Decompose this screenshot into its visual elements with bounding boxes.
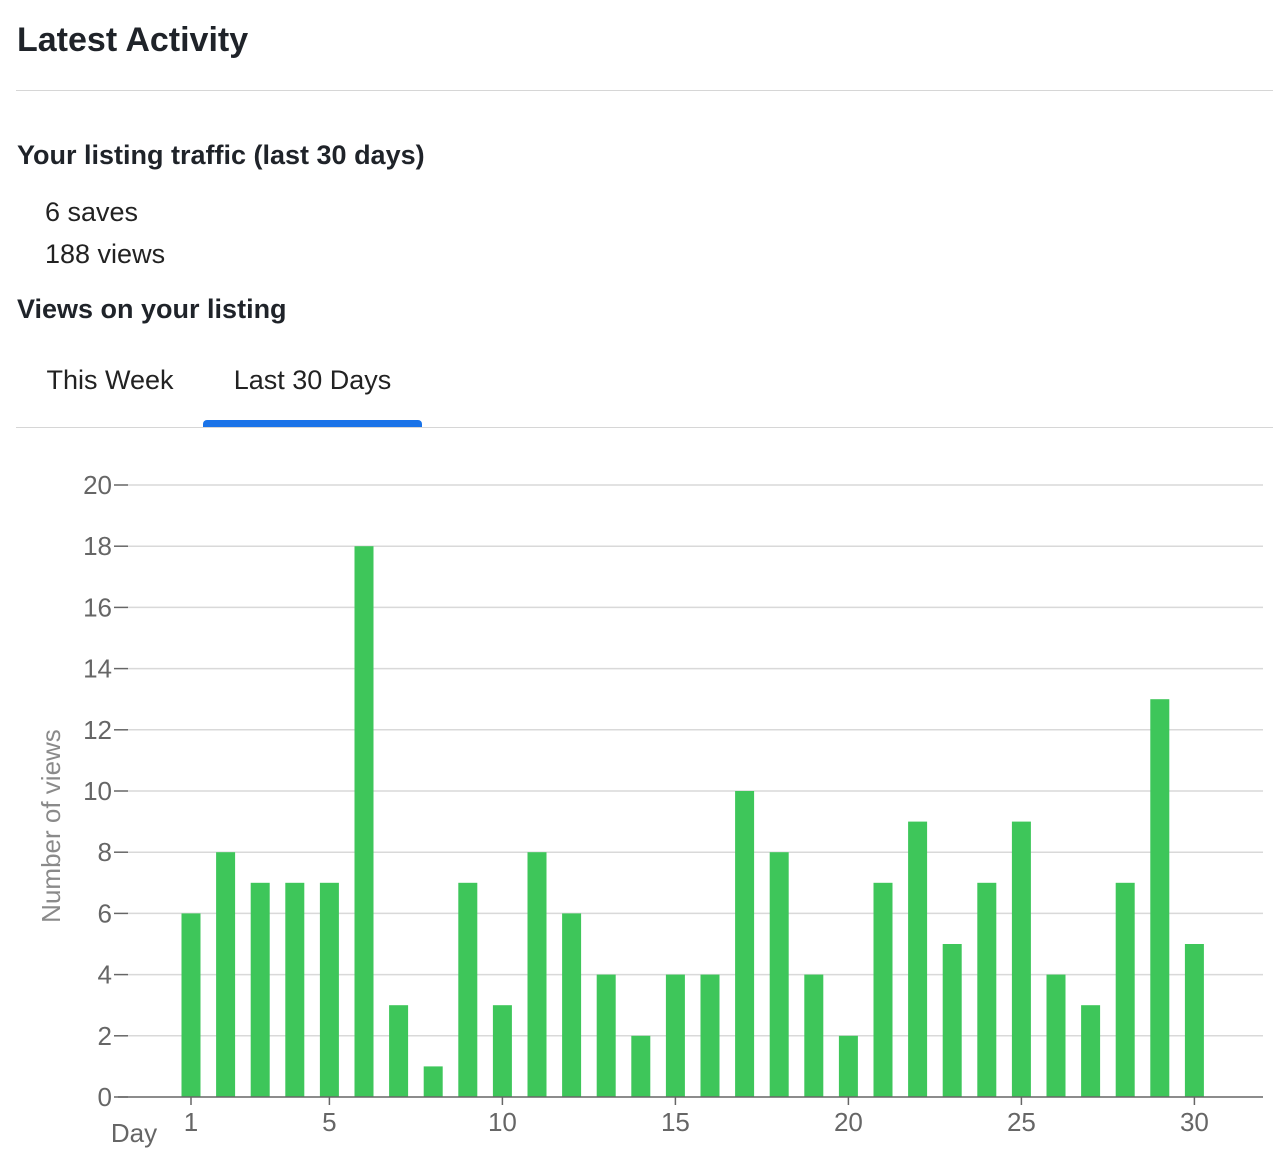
- bar-day-2: [216, 852, 236, 1097]
- bar-day-27: [1081, 1005, 1101, 1097]
- bar-day-8: [423, 1066, 443, 1097]
- y-axis-label: Number of views: [36, 729, 66, 923]
- grid-lines: [128, 484, 1263, 1037]
- bar-day-20: [838, 1035, 858, 1097]
- x-tick-label: 20: [834, 1107, 863, 1137]
- bar-day-30: [1184, 944, 1204, 1097]
- y-tick-label: 16: [83, 592, 112, 622]
- x-tick-label: 15: [661, 1107, 690, 1137]
- views-count: 188 views: [45, 239, 166, 269]
- x-tick-label: 5: [322, 1107, 336, 1137]
- bar-day-10: [492, 1005, 512, 1097]
- bar-day-22: [908, 821, 928, 1097]
- bar-day-18: [769, 852, 789, 1097]
- bar-day-12: [562, 913, 582, 1097]
- bar-day-23: [942, 944, 962, 1097]
- y-tick-label: 14: [83, 654, 112, 684]
- bar-day-15: [665, 974, 685, 1097]
- y-tick-label: 12: [83, 715, 112, 745]
- tab-this-week[interactable]: This Week: [46, 365, 174, 395]
- y-tick-label: 0: [98, 1082, 112, 1112]
- bar-day-14: [631, 1035, 651, 1097]
- bar-day-6: [354, 546, 374, 1097]
- bar-day-24: [977, 882, 997, 1097]
- views-heading: Views on your listing: [17, 294, 287, 324]
- bar-day-1: [181, 913, 201, 1097]
- page-title: Latest Activity: [17, 21, 249, 59]
- traffic-heading: Your listing traffic (last 30 days): [17, 140, 425, 170]
- x-tick-label: 10: [488, 1107, 517, 1137]
- views-tabs: This Week Last 30 Days: [16, 345, 1273, 428]
- bar-day-16: [700, 974, 720, 1097]
- x-tick-label: 25: [1007, 1107, 1036, 1137]
- bar-day-17: [735, 791, 755, 1097]
- bars: [181, 546, 1204, 1097]
- bar-day-5: [319, 882, 339, 1097]
- saves-count: 6 saves: [45, 197, 139, 227]
- active-tab-indicator: [203, 420, 422, 427]
- header-divider: [16, 90, 1273, 91]
- bar-day-4: [285, 882, 305, 1097]
- y-tick-label: 10: [83, 776, 112, 806]
- y-tick-label: 4: [98, 960, 112, 990]
- bar-day-19: [804, 974, 824, 1097]
- bar-day-11: [527, 852, 547, 1097]
- bar-day-9: [458, 882, 478, 1097]
- bar-day-13: [596, 974, 616, 1097]
- x-tick-label: 30: [1180, 1107, 1209, 1137]
- bar-day-7: [389, 1005, 409, 1097]
- y-tick-label: 2: [98, 1021, 112, 1051]
- bar-day-28: [1115, 882, 1135, 1097]
- bar-day-25: [1011, 821, 1031, 1097]
- bar-day-26: [1046, 974, 1066, 1097]
- tab-last-30-days[interactable]: Last 30 Days: [233, 365, 392, 395]
- bar-day-29: [1150, 699, 1170, 1097]
- y-tick-label: 20: [83, 470, 112, 500]
- y-tick-label: 18: [83, 531, 112, 561]
- x-axis-label: Day: [111, 1118, 157, 1148]
- x-tick-label: 1: [184, 1107, 198, 1137]
- bar-day-21: [873, 882, 893, 1097]
- bar-day-3: [250, 882, 270, 1097]
- y-tick-label: 6: [98, 898, 112, 928]
- y-tick-label: 8: [98, 837, 112, 867]
